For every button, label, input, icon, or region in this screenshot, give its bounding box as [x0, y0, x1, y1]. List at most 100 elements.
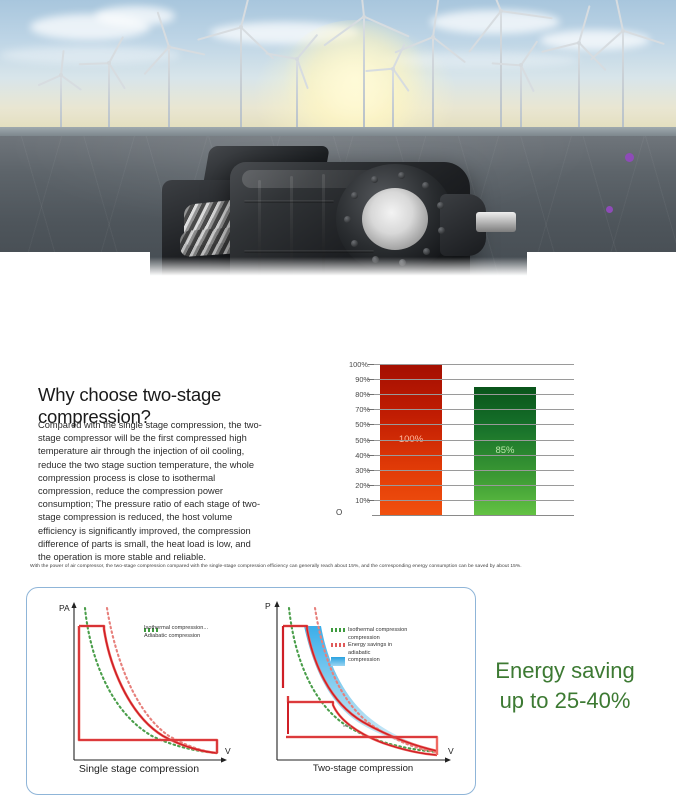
- chart-gridline: [372, 364, 574, 365]
- green-dotted-swatch-icon: [331, 628, 345, 632]
- turbine-hub: [239, 25, 243, 29]
- legend-item-energy-savings: Energy savings in: [331, 642, 431, 650]
- cloud: [430, 10, 560, 34]
- chart-tick: [368, 454, 374, 456]
- turbine-mast: [500, 11, 502, 135]
- chart-tick: [368, 469, 374, 471]
- chart-y-tick-label: 70%: [355, 405, 370, 415]
- x-axis-label: V: [448, 746, 454, 756]
- turbine-hub: [59, 73, 63, 77]
- turbine-mast: [296, 59, 298, 135]
- single-stage-diagram: PA V Isothermal compression... Adiabatic…: [27, 588, 251, 794]
- chart-tick: [368, 379, 374, 381]
- legend-item-isothermal: [144, 627, 239, 632]
- chart-tick: [368, 409, 374, 411]
- y-axis-label: PA: [59, 603, 70, 613]
- chart-y-tick-label: 30%: [355, 465, 370, 475]
- turbine-hub: [519, 63, 523, 67]
- wind-turbine: [37, 49, 82, 135]
- chart-y-tick-label: 50%: [355, 435, 370, 445]
- turbine-hub: [621, 29, 625, 33]
- section-body-text: Compared with the single stage compressi…: [38, 420, 262, 563]
- blue-fill-swatch-icon: [331, 657, 345, 667]
- single-stage-title: Single stage compression: [78, 763, 200, 775]
- flange-bolt: [437, 202, 445, 210]
- chart-y-axis: 100%. 90% 80% 70% 50% 50% 40% 30% 20% 10%: [336, 360, 370, 515]
- turbine-hub: [577, 41, 581, 45]
- chart-tick: [368, 484, 374, 486]
- casing-rib: [244, 200, 334, 203]
- casing-rib: [290, 176, 293, 281]
- wind-turbine: [394, 0, 467, 135]
- flange-bolt: [351, 239, 359, 247]
- flange-bolt: [350, 192, 358, 200]
- bar-two-stage: 85%: [474, 386, 536, 515]
- chart-caption: With the power of air compressor, the tw…: [30, 564, 522, 569]
- chart-gridline: [372, 469, 574, 471]
- chart-gridline: [372, 394, 574, 396]
- legend-label-isothermal: Isothermal compression: [348, 627, 408, 633]
- turbine-hub: [107, 61, 111, 65]
- turbine-hub: [362, 15, 366, 19]
- wind-turbine: [197, 0, 275, 135]
- turbine-mast: [622, 31, 624, 135]
- two-stage-pv-curve: [274, 601, 451, 763]
- legend-label-energy-savings: Energy savings in: [348, 642, 393, 649]
- single-stage-legend: Isothermal compression... Adiabatic comp…: [144, 625, 239, 640]
- purple-dot-icon: [606, 206, 613, 213]
- two-stage-diagram: P V: [251, 588, 475, 794]
- chart-y-tick-label: 40%: [355, 450, 370, 460]
- legend-item-compression-fill: compression: [331, 657, 431, 667]
- drive-shaft: [476, 212, 516, 232]
- turbine-mast: [108, 63, 110, 135]
- chart-y-tick-label: 100%.: [349, 360, 370, 369]
- purple-dot-icon: [625, 153, 634, 162]
- hero-bottom-fade: [0, 257, 676, 281]
- flange-bolt: [370, 175, 378, 183]
- legend-label-isothermal-cont: compression: [348, 634, 380, 641]
- chart-y-tick-label: 50%: [355, 420, 370, 430]
- turbine-mast: [60, 75, 62, 135]
- energy-saving-line1: Energy saving: [495, 658, 635, 683]
- chart-gridline: [372, 424, 574, 426]
- legend-label-adiabatic: adiabatic: [348, 649, 371, 656]
- wind-turbine: [365, 43, 410, 135]
- chart-plot-area: 100% 85%: [368, 364, 574, 516]
- legend-item-isothermal: Isothermal compression: [331, 627, 431, 635]
- wind-turbine: [468, 0, 553, 135]
- wind-turbine: [265, 33, 319, 135]
- chart-gridline: [372, 379, 574, 381]
- chart-tick: [368, 394, 374, 396]
- single-stage-pv-curve: [71, 602, 227, 763]
- turbine-hub: [499, 9, 503, 13]
- casing-rib: [244, 250, 374, 253]
- chart-gridline: [372, 484, 574, 486]
- turbine-mast: [240, 27, 242, 135]
- hero-banner-image: [0, 0, 676, 281]
- wind-turbine: [323, 0, 410, 135]
- chart-tick: [368, 424, 374, 426]
- flange-bolt: [343, 216, 351, 224]
- wind-turbine: [589, 0, 665, 135]
- curb: [0, 127, 676, 136]
- flange-bolt: [437, 227, 445, 235]
- turbine-hub: [431, 35, 435, 39]
- chart-tick: [368, 499, 374, 501]
- casing-rib: [258, 180, 261, 281]
- bar-value-label: 100%: [380, 434, 442, 445]
- turbine-hub: [295, 57, 299, 61]
- pv-diagram-panel: PA V Isothermal compression... Adiabatic…: [26, 587, 476, 795]
- turbine-mast: [432, 37, 434, 135]
- turbine-mast: [168, 47, 170, 135]
- legend-label-compression: compression: [348, 657, 380, 664]
- sun-glow: [280, 20, 430, 140]
- wind-turbine: [143, 11, 206, 135]
- bar-value-label: 85%: [495, 444, 515, 456]
- efficiency-bar-chart: 100%. 90% 80% 70% 50% 50% 40% 30% 20% 10% 100% 85…: [336, 360, 574, 532]
- chart-gridline: [372, 409, 574, 411]
- flange-bolt: [422, 181, 430, 189]
- energy-saving-headline: Energy saving up to 25-40%: [462, 656, 668, 716]
- chart-y-tick-label: 90%: [355, 375, 370, 385]
- chart-gridline: [372, 499, 574, 501]
- turbine-mast: [578, 43, 580, 135]
